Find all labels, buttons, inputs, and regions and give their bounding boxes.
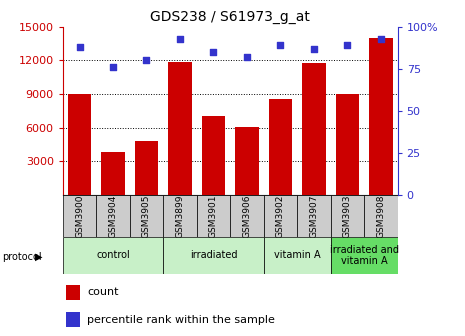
Bar <box>168 61 192 195</box>
Text: GSM3907: GSM3907 <box>309 194 319 238</box>
Bar <box>269 98 292 195</box>
Text: count: count <box>87 288 119 297</box>
Bar <box>297 195 331 237</box>
Point <box>210 49 217 55</box>
Bar <box>66 312 80 327</box>
Bar <box>364 195 398 237</box>
Point <box>243 54 251 60</box>
Bar <box>163 195 197 237</box>
Point <box>176 36 184 41</box>
Point <box>377 36 385 41</box>
Text: GSM3903: GSM3903 <box>343 194 352 238</box>
Bar <box>68 94 91 195</box>
Bar <box>336 94 359 195</box>
Bar <box>264 195 297 237</box>
Bar <box>230 195 264 237</box>
Bar <box>331 237 398 274</box>
Text: GSM3908: GSM3908 <box>376 194 385 238</box>
Bar <box>101 152 125 195</box>
Bar <box>302 63 325 195</box>
Title: GDS238 / S61973_g_at: GDS238 / S61973_g_at <box>150 10 310 25</box>
Point <box>277 43 284 48</box>
Text: irradiated: irradiated <box>190 250 237 260</box>
Bar <box>235 127 259 195</box>
Text: GSM3906: GSM3906 <box>242 194 252 238</box>
Bar <box>66 285 80 300</box>
Text: protocol: protocol <box>2 252 42 262</box>
Text: GSM3904: GSM3904 <box>108 194 118 238</box>
Text: irradiated and
vitamin A: irradiated and vitamin A <box>330 245 399 266</box>
Bar <box>135 141 158 195</box>
Bar <box>63 237 163 274</box>
Text: control: control <box>96 250 130 260</box>
Bar <box>96 195 130 237</box>
Bar <box>197 195 230 237</box>
Text: GSM3900: GSM3900 <box>75 194 84 238</box>
Point <box>310 46 318 51</box>
Text: percentile rank within the sample: percentile rank within the sample <box>87 315 275 325</box>
Text: ▶: ▶ <box>35 252 42 262</box>
Text: GSM3905: GSM3905 <box>142 194 151 238</box>
Point <box>76 44 83 50</box>
Point <box>109 65 117 70</box>
Bar <box>163 237 264 274</box>
Text: GSM3902: GSM3902 <box>276 194 285 238</box>
Text: GSM3901: GSM3901 <box>209 194 218 238</box>
Bar <box>264 237 331 274</box>
Point <box>143 58 150 63</box>
Text: GSM3899: GSM3899 <box>175 194 185 238</box>
Bar <box>331 195 364 237</box>
Bar <box>130 195 163 237</box>
Bar <box>63 195 96 237</box>
Point <box>344 43 351 48</box>
Bar <box>202 117 225 195</box>
Bar <box>369 38 392 195</box>
Text: vitamin A: vitamin A <box>274 250 320 260</box>
